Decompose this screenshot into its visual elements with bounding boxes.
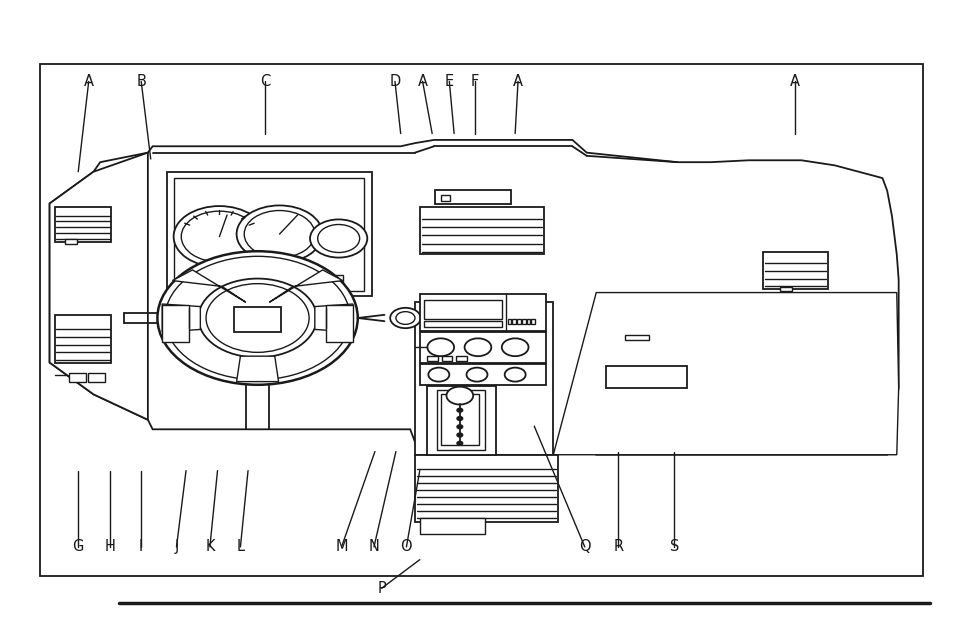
Text: S: S <box>669 539 679 555</box>
Bar <box>423 300 501 319</box>
Text: A: A <box>789 74 799 89</box>
Bar <box>88 373 105 382</box>
Bar <box>69 373 86 382</box>
Bar <box>55 207 111 242</box>
Circle shape <box>310 219 367 258</box>
Bar <box>521 319 525 324</box>
Circle shape <box>395 312 415 324</box>
Bar <box>427 386 496 455</box>
Polygon shape <box>553 293 898 455</box>
Text: N: N <box>368 539 379 555</box>
Text: C: C <box>260 74 270 89</box>
Circle shape <box>317 225 359 252</box>
Circle shape <box>236 205 322 263</box>
Bar <box>624 335 648 340</box>
Polygon shape <box>269 270 342 302</box>
Text: G: G <box>72 539 84 555</box>
Bar <box>780 287 791 291</box>
Circle shape <box>456 408 462 412</box>
Text: A: A <box>417 74 427 89</box>
Circle shape <box>501 338 528 356</box>
Bar <box>326 305 353 342</box>
Circle shape <box>456 441 462 445</box>
Circle shape <box>466 368 487 382</box>
Bar <box>167 172 372 296</box>
Bar <box>419 518 484 534</box>
Circle shape <box>456 425 462 429</box>
Bar <box>441 356 452 361</box>
Circle shape <box>244 211 314 258</box>
Bar <box>40 64 923 576</box>
Bar <box>762 252 827 289</box>
Circle shape <box>390 308 420 328</box>
Circle shape <box>456 417 462 420</box>
Text: J: J <box>174 539 178 555</box>
Bar <box>419 207 543 254</box>
Bar <box>205 275 343 287</box>
Bar <box>162 305 189 342</box>
Bar <box>423 321 501 327</box>
Polygon shape <box>50 153 148 420</box>
Text: I: I <box>139 539 143 555</box>
Polygon shape <box>172 270 246 302</box>
Bar <box>415 455 558 522</box>
Text: H: H <box>104 539 115 555</box>
Circle shape <box>181 211 257 262</box>
Text: P: P <box>376 581 386 596</box>
Bar <box>512 319 516 324</box>
Bar <box>440 195 450 201</box>
Text: E: E <box>444 74 454 89</box>
Bar <box>419 332 545 363</box>
Text: F: F <box>471 74 478 89</box>
Text: L: L <box>236 539 244 555</box>
Polygon shape <box>236 356 278 382</box>
Circle shape <box>206 284 309 352</box>
Circle shape <box>198 279 316 357</box>
Bar <box>419 294 545 331</box>
Circle shape <box>157 251 357 385</box>
Circle shape <box>504 368 525 382</box>
Bar <box>531 319 535 324</box>
Text: R: R <box>613 539 622 555</box>
Circle shape <box>165 256 350 380</box>
Bar <box>233 307 281 332</box>
Circle shape <box>446 387 473 404</box>
Circle shape <box>456 433 462 437</box>
Bar <box>440 394 478 445</box>
Text: Q: Q <box>578 539 590 555</box>
Polygon shape <box>50 140 898 455</box>
Bar <box>435 190 511 204</box>
Circle shape <box>464 338 491 356</box>
Bar <box>436 390 484 450</box>
Bar <box>173 178 364 291</box>
Bar <box>526 319 530 324</box>
Polygon shape <box>162 304 200 332</box>
Circle shape <box>428 368 449 382</box>
Bar <box>456 356 466 361</box>
Bar <box>415 302 553 455</box>
Text: O: O <box>400 539 412 555</box>
Bar <box>605 366 686 388</box>
Polygon shape <box>314 304 353 332</box>
Text: B: B <box>136 74 146 89</box>
Bar <box>65 239 77 244</box>
Bar <box>507 319 511 324</box>
Circle shape <box>173 206 265 267</box>
Circle shape <box>427 338 454 356</box>
Text: A: A <box>513 74 522 89</box>
Text: K: K <box>205 539 214 555</box>
Bar <box>419 364 545 385</box>
Text: M: M <box>335 539 348 555</box>
Bar <box>517 319 520 324</box>
Bar <box>55 315 111 363</box>
Text: D: D <box>389 74 400 89</box>
Text: A: A <box>84 74 93 89</box>
Bar <box>427 356 437 361</box>
